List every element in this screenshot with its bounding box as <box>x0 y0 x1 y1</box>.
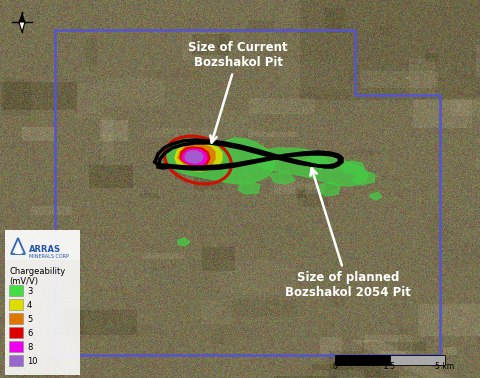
Text: 5: 5 <box>27 314 32 324</box>
Polygon shape <box>15 244 22 254</box>
Text: (mV/V): (mV/V) <box>9 277 38 286</box>
Polygon shape <box>19 22 25 32</box>
Polygon shape <box>178 145 215 168</box>
Polygon shape <box>370 192 382 200</box>
Bar <box>335 355 390 365</box>
Polygon shape <box>305 156 330 169</box>
Polygon shape <box>182 149 207 165</box>
Text: Size of Current
Bozshakol Pit: Size of Current Bozshakol Pit <box>188 41 288 143</box>
Text: 3: 3 <box>27 287 32 296</box>
Polygon shape <box>253 148 368 186</box>
Bar <box>9 327 23 338</box>
Bar <box>390 355 445 365</box>
Bar <box>5 230 80 260</box>
Polygon shape <box>19 12 25 22</box>
Text: 5 km: 5 km <box>435 362 455 371</box>
Bar <box>9 285 23 296</box>
Text: Size of planned
Bozshakol 2054 Pit: Size of planned Bozshakol 2054 Pit <box>285 168 411 299</box>
Bar <box>9 313 23 324</box>
Polygon shape <box>318 182 340 196</box>
Text: Chargeability: Chargeability <box>9 267 65 276</box>
Bar <box>9 299 23 310</box>
Polygon shape <box>353 172 375 185</box>
Bar <box>9 355 23 366</box>
Text: 0: 0 <box>333 362 337 371</box>
Polygon shape <box>178 238 190 246</box>
Polygon shape <box>270 172 295 184</box>
Bar <box>9 341 23 352</box>
Text: 6: 6 <box>27 328 32 338</box>
Polygon shape <box>340 161 365 174</box>
Polygon shape <box>238 182 260 194</box>
Text: 10: 10 <box>27 356 37 366</box>
Text: 8: 8 <box>27 342 32 352</box>
Text: ARRAS: ARRAS <box>29 245 61 254</box>
Text: MINERALS CORP: MINERALS CORP <box>29 254 69 260</box>
Text: 2.5: 2.5 <box>384 362 396 371</box>
Text: 4: 4 <box>27 301 32 310</box>
Bar <box>5 260 80 375</box>
Polygon shape <box>175 143 222 171</box>
Polygon shape <box>180 147 210 166</box>
Polygon shape <box>185 151 203 163</box>
Polygon shape <box>165 138 275 184</box>
